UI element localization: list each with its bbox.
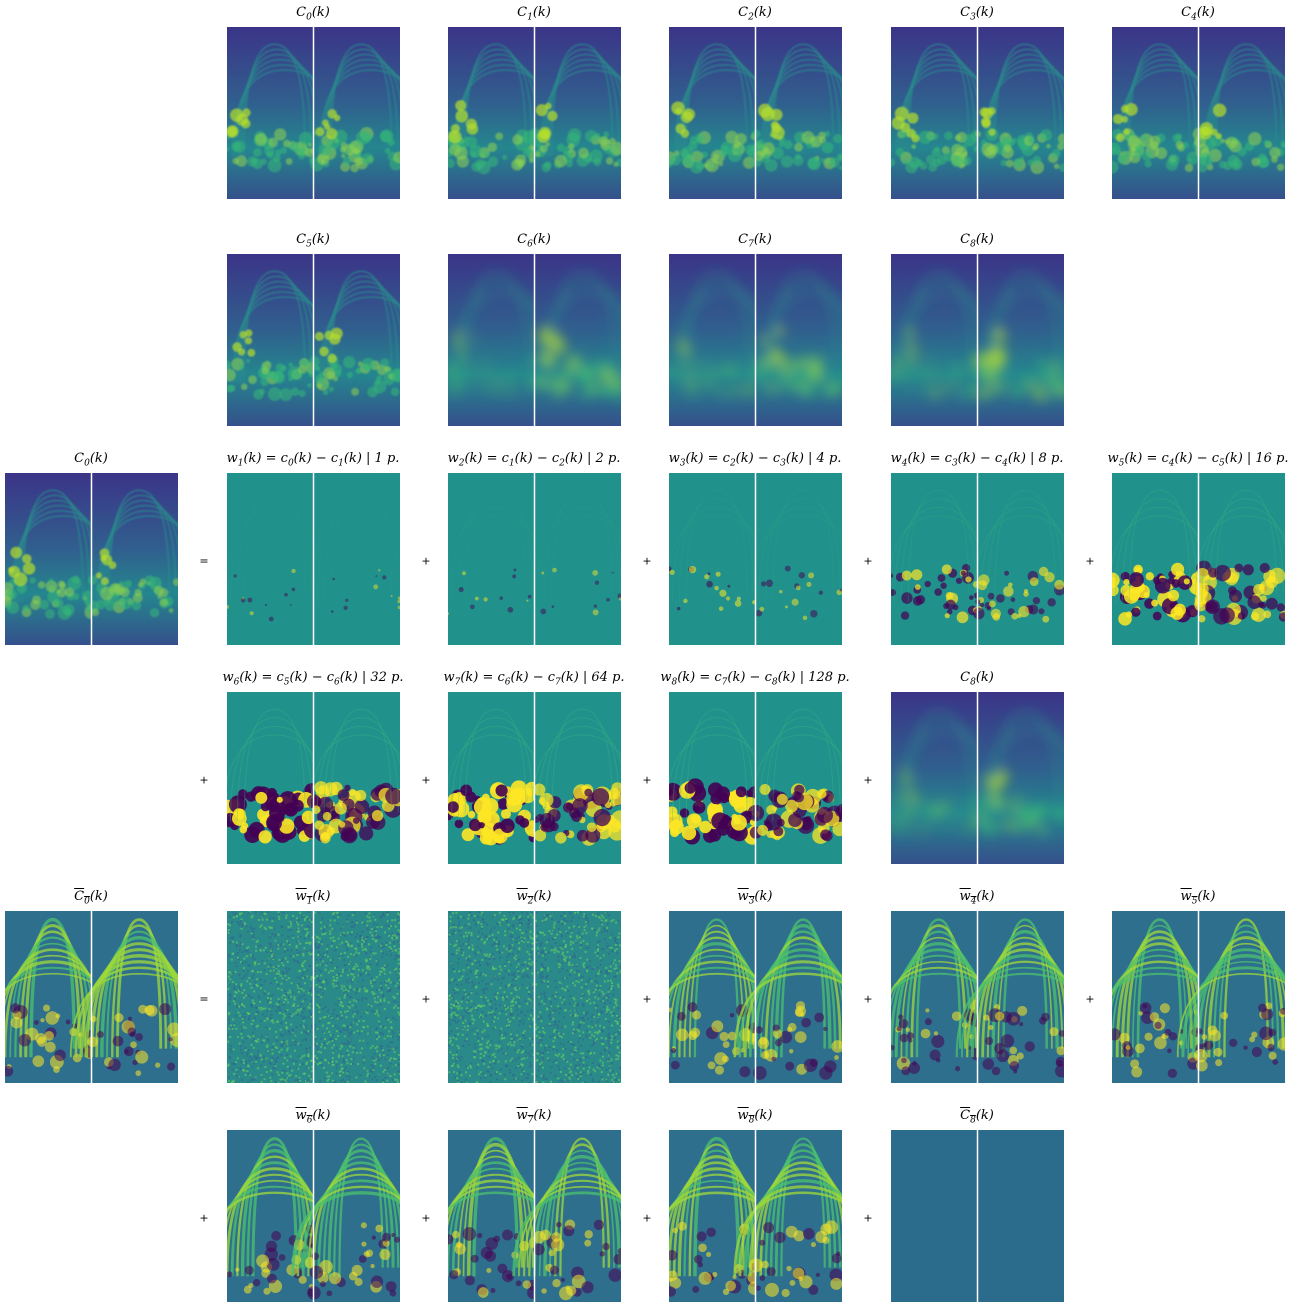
panel-image — [447, 27, 621, 199]
panel-image — [668, 911, 842, 1083]
panel-title: w7(k) — [516, 1108, 552, 1126]
lead-panel-title: C0(k) — [74, 889, 108, 907]
plus-operator: + — [1085, 992, 1095, 1006]
panel-title: w8(k) — [737, 1108, 773, 1126]
panel-title: C8(k) — [960, 232, 994, 250]
lead-panel-image — [4, 473, 178, 645]
equation-operator: = — [199, 554, 209, 568]
panel-title: C8(k) — [960, 670, 994, 688]
panel-image — [1111, 473, 1285, 645]
panel-image — [668, 27, 842, 199]
plus-operator: + — [863, 773, 873, 787]
panel-image — [447, 692, 621, 864]
panel-image — [890, 473, 1064, 645]
equation-operator: + — [199, 1211, 209, 1225]
panel-title: w1(k) = c0(k) − c1(k) | 1 p. — [226, 451, 400, 469]
plus-operator: + — [863, 1211, 873, 1225]
panel-title: w2(k) = c1(k) − c2(k) | 2 p. — [447, 451, 621, 469]
panel-title: C3(k) — [960, 5, 994, 23]
panel-title: w3(k) — [737, 889, 773, 907]
panel-image — [890, 254, 1064, 426]
panel-title: C4(k) — [1181, 5, 1215, 23]
panel-image — [447, 911, 621, 1083]
plus-operator: + — [421, 992, 431, 1006]
panel-title: C6(k) — [517, 232, 551, 250]
panel-title: w5(k) — [1180, 889, 1216, 907]
panel-title: w4(k) — [959, 889, 995, 907]
plus-operator: + — [642, 773, 652, 787]
panel-image — [226, 27, 400, 199]
panel-image — [447, 254, 621, 426]
panel-image — [447, 1130, 621, 1302]
panel-title: w5(k) = c4(k) − c5(k) | 16 p. — [1107, 451, 1289, 469]
panel-title: w8(k) = c7(k) − c8(k) | 128 p. — [660, 670, 850, 688]
panel-title: C5(k) — [296, 232, 330, 250]
plus-operator: + — [421, 554, 431, 568]
plus-operator: + — [863, 992, 873, 1006]
panel-title: C2(k) — [738, 5, 772, 23]
panel-title: C1(k) — [517, 5, 551, 23]
panel-image — [226, 692, 400, 864]
panel-image — [226, 1130, 400, 1302]
plus-operator: + — [642, 992, 652, 1006]
panel-image — [226, 254, 400, 426]
panel-image — [226, 911, 400, 1083]
panel-image — [668, 1130, 842, 1302]
panel-image — [447, 473, 621, 645]
panel-image — [668, 692, 842, 864]
panel-title: w6(k) = c5(k) − c6(k) | 32 p. — [222, 670, 404, 688]
equation-operator: + — [199, 773, 209, 787]
panel-image — [668, 254, 842, 426]
panel-image — [890, 692, 1064, 864]
panel-image — [1111, 27, 1285, 199]
plus-operator: + — [421, 773, 431, 787]
panel-title: w3(k) = c2(k) − c3(k) | 4 p. — [668, 451, 842, 469]
panel-image — [1111, 911, 1285, 1083]
plus-operator: + — [642, 554, 652, 568]
panel-title: w7(k) = c6(k) − c7(k) | 64 p. — [443, 670, 625, 688]
equation-operator: = — [199, 992, 209, 1006]
panel-title: C8(k) — [960, 1108, 994, 1126]
lead-panel-image — [4, 911, 178, 1083]
plus-operator: + — [421, 1211, 431, 1225]
panel-image — [226, 473, 400, 645]
panel-title: C7(k) — [738, 232, 772, 250]
plus-operator: + — [642, 1211, 652, 1225]
panel-image — [890, 1130, 1064, 1302]
panel-title: w4(k) = c3(k) − c4(k) | 8 p. — [890, 451, 1064, 469]
plus-operator: + — [1085, 554, 1095, 568]
panel-title: C0(k) — [296, 5, 330, 23]
panel-image — [668, 473, 842, 645]
plus-operator: + — [863, 554, 873, 568]
panel-title: w6(k) — [295, 1108, 331, 1126]
panel-title: w1(k) — [295, 889, 331, 907]
panel-image — [890, 911, 1064, 1083]
panel-image — [890, 27, 1064, 199]
lead-panel-title: C0(k) — [74, 451, 108, 469]
panel-title: w2(k) — [516, 889, 552, 907]
